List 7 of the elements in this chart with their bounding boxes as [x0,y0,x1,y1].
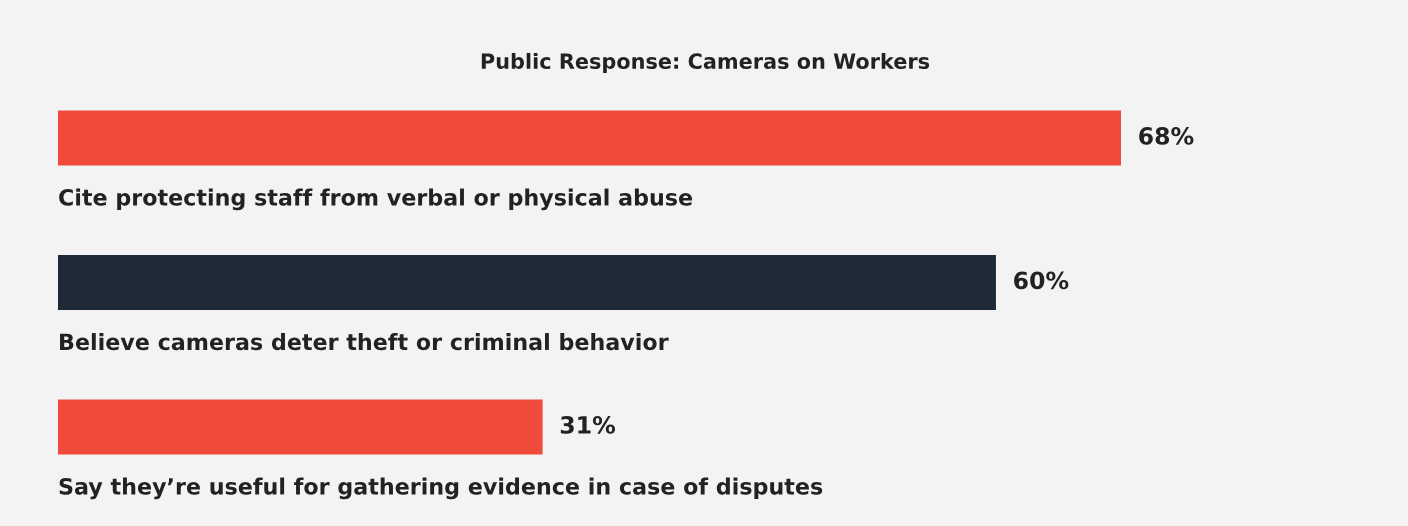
data-label: 60% [1014,271,1069,290]
chart-title: Public Response: Cameras on Workers [481,52,930,74]
data-label: 68% [1139,126,1194,145]
data-label: 31% [560,415,616,434]
y-tick-label: Say they’re useful for gathering evidence in case of disputes [59,477,823,500]
y-tick-label: Cite protecting staff from verbal or physical abuse [59,188,693,211]
y-tick-label: Believe cameras deter theft or criminal behavior [60,333,669,351]
